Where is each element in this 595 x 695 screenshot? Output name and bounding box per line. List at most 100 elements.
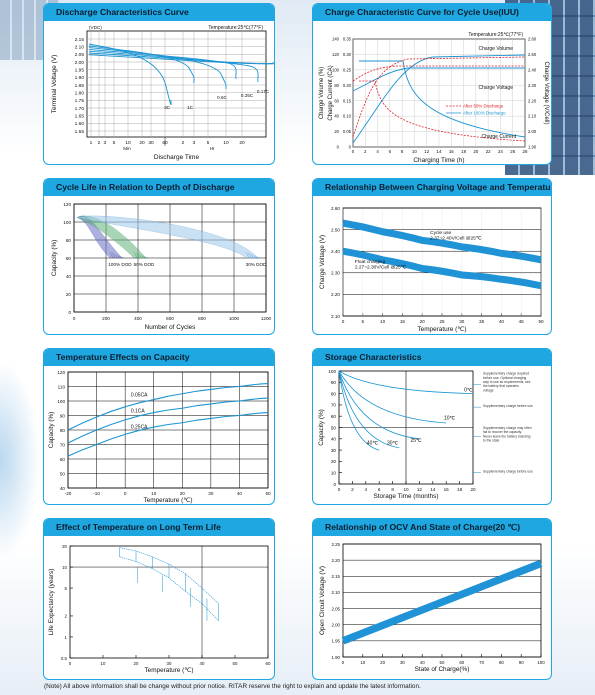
y-tick-label-ca: 0.20 bbox=[343, 83, 352, 88]
y-tick-label: 0 bbox=[333, 482, 336, 487]
discharge-curve bbox=[88, 48, 237, 80]
y-tick-label: 2.00 bbox=[331, 623, 340, 628]
y-tick-label: 1.90 bbox=[331, 655, 340, 660]
y-tick-label: 2.25 bbox=[331, 542, 340, 547]
voltage-band bbox=[342, 219, 542, 264]
y-tick-label: 100 bbox=[57, 399, 65, 404]
x-tick-label: 2 bbox=[351, 487, 354, 492]
long-term-life-chart: 0 10 20 30 40 50 60 20 10 5 2 1 0.5 Temperature (℃) Li… bbox=[48, 544, 271, 674]
y-tick-label: 60 bbox=[60, 457, 66, 462]
band-hatch bbox=[254, 255, 258, 259]
y-tick-label: 70 bbox=[60, 442, 66, 447]
y-tick-label: 1 bbox=[65, 635, 68, 640]
x-tick-label: -10 bbox=[93, 491, 100, 496]
band-hatch bbox=[114, 253, 118, 259]
x-tick-label: 6 bbox=[378, 487, 381, 492]
charge-current-curve bbox=[359, 60, 526, 138]
y-tick-label-right: 2.40 bbox=[528, 67, 537, 72]
cycle-life-chart: 0 200 400 600 800 1000 1200120100806040200Numb… bbox=[51, 202, 272, 331]
y-tick-label: 1.70 bbox=[75, 106, 85, 112]
panel-charging-voltage-temperature: Relationship Between Charging Voltage an… bbox=[312, 178, 552, 335]
curve-label: 0.05CA bbox=[131, 393, 148, 399]
annotation-temperature: Temperature:25℃(77°F) bbox=[468, 32, 523, 38]
y-tick-label: 2.20 bbox=[331, 558, 340, 563]
y-tick-label: 100 bbox=[332, 67, 340, 72]
x-tick-label: 10 bbox=[403, 487, 409, 492]
cycle-life-band bbox=[76, 215, 259, 259]
curve-label: 1C bbox=[187, 105, 194, 110]
band-hatch bbox=[116, 254, 120, 259]
x-axis-title: State of Charge(%) bbox=[415, 666, 470, 673]
y-tick-label-right: 2.20 bbox=[528, 98, 537, 103]
x-tick-label: 400 bbox=[134, 316, 142, 321]
y-tick-label: 1.60 bbox=[75, 121, 85, 127]
y-tick-label: 60 bbox=[331, 414, 337, 419]
panel-title: Charge Characteristic Curve for Cycle Us… bbox=[313, 4, 551, 21]
x-tick-label: 12 bbox=[424, 149, 429, 154]
y-tick-label: 110 bbox=[58, 384, 66, 389]
storage-curve bbox=[338, 370, 447, 424]
panel-title: Relationship of OCV And State of Charge(… bbox=[313, 519, 551, 536]
capacity-curve bbox=[67, 412, 269, 457]
x-axis-title: Temperature (℃) bbox=[143, 497, 192, 504]
curve-label: 0℃ bbox=[464, 387, 473, 393]
plot-frame bbox=[69, 545, 269, 659]
x-tick-label: 2 bbox=[364, 149, 367, 154]
x-tick-label: 10 bbox=[125, 140, 131, 146]
storage-note: Supplementary charge before use bbox=[483, 404, 533, 408]
y-axis-title: Terminal Voltage (V) bbox=[51, 55, 58, 114]
x-axis-title: Temperature (℃) bbox=[144, 667, 193, 674]
y-tick-label: 40 bbox=[66, 274, 72, 279]
x-tick-label: 20 bbox=[380, 660, 385, 665]
x-axis-title: Discharge Time bbox=[154, 154, 200, 161]
y-tick-label: 10 bbox=[62, 565, 67, 570]
x-tick-label: 5 bbox=[113, 140, 116, 146]
band-hatch bbox=[109, 251, 114, 259]
y-tick-label-ca: 0 bbox=[349, 145, 352, 150]
y-tick-label: 2.10 bbox=[75, 44, 85, 50]
x-tick-label: 18 bbox=[457, 487, 463, 492]
y-tick-label: 2.60 bbox=[331, 206, 340, 211]
series-detail: 2.37~2.40V/Cell @25℃ bbox=[430, 235, 482, 241]
x-axis-title: Storage Time (months) bbox=[374, 493, 439, 500]
y-tick-label: 90 bbox=[331, 380, 337, 385]
y-tick-label-ca: 0.15 bbox=[343, 98, 352, 103]
temperature-capacity-chart: -20 -10 0 10 20 30 40 50 120 110 100 90 80 70 60 50 40 Te… bbox=[48, 370, 271, 504]
decorative-swirl bbox=[0, 360, 40, 560]
voltage-band bbox=[342, 247, 542, 290]
y-axis-title-ca: Charge Current (CA) bbox=[328, 65, 334, 120]
y-tick-label: 2.00 bbox=[75, 60, 85, 66]
panel-charge-characteristics: Charge Characteristic Curve for Cycle Us… bbox=[312, 3, 552, 165]
x-tick-label: 10 bbox=[412, 149, 417, 154]
y-tick-label-ca: 0.35 bbox=[343, 37, 352, 42]
x-tick-label: 28 bbox=[523, 149, 528, 154]
x-tick-label: 24 bbox=[498, 149, 503, 154]
y-tick-label: 0.5 bbox=[61, 656, 68, 661]
x-tick-label: 25 bbox=[439, 319, 445, 324]
x-tick-label: 60 bbox=[459, 660, 464, 665]
y-axis-title: Capacity (%) bbox=[51, 240, 58, 277]
charge-current-curve-50 bbox=[359, 80, 526, 142]
storage-characteristics-chart: 0 2 4 6 8 10 12 14 16 18 201009080706050403020100S… bbox=[318, 369, 533, 500]
curve-label: 0.17C bbox=[257, 89, 270, 94]
y-tick-label: 1.95 bbox=[331, 639, 340, 644]
x-tick-label: 200 bbox=[102, 316, 110, 321]
curve-label: 0.1CA bbox=[131, 409, 146, 415]
x-tick-label: 1000 bbox=[229, 316, 240, 321]
x-tick-label: 3 bbox=[193, 140, 196, 146]
x-tick-label: 3 bbox=[104, 140, 107, 146]
y-axis-title: Charge Voltage (V) bbox=[319, 235, 326, 289]
discharge-characteristics-chart: 2.152.10 2.05 2.001.95 1.90 1.851.80 1.75 1.70… bbox=[51, 25, 274, 161]
annotation-temperature: Temperature:25℃(77°F) bbox=[208, 25, 263, 31]
discharge-curve bbox=[88, 50, 259, 83]
y-tick-label: 80 bbox=[334, 83, 339, 88]
y-tick-label: 20 bbox=[62, 544, 67, 549]
y-tick-label: 140 bbox=[332, 37, 340, 42]
band-hatch bbox=[252, 254, 256, 259]
y-tick-label: 20 bbox=[331, 459, 337, 464]
y-tick-label: 2.30 bbox=[331, 271, 340, 276]
x-tick-label: 16 bbox=[449, 149, 454, 154]
y-tick-label-right: 2.30 bbox=[528, 83, 537, 88]
curve-label: 40℃ bbox=[367, 440, 379, 446]
x-tick-label: 60 bbox=[266, 661, 271, 666]
